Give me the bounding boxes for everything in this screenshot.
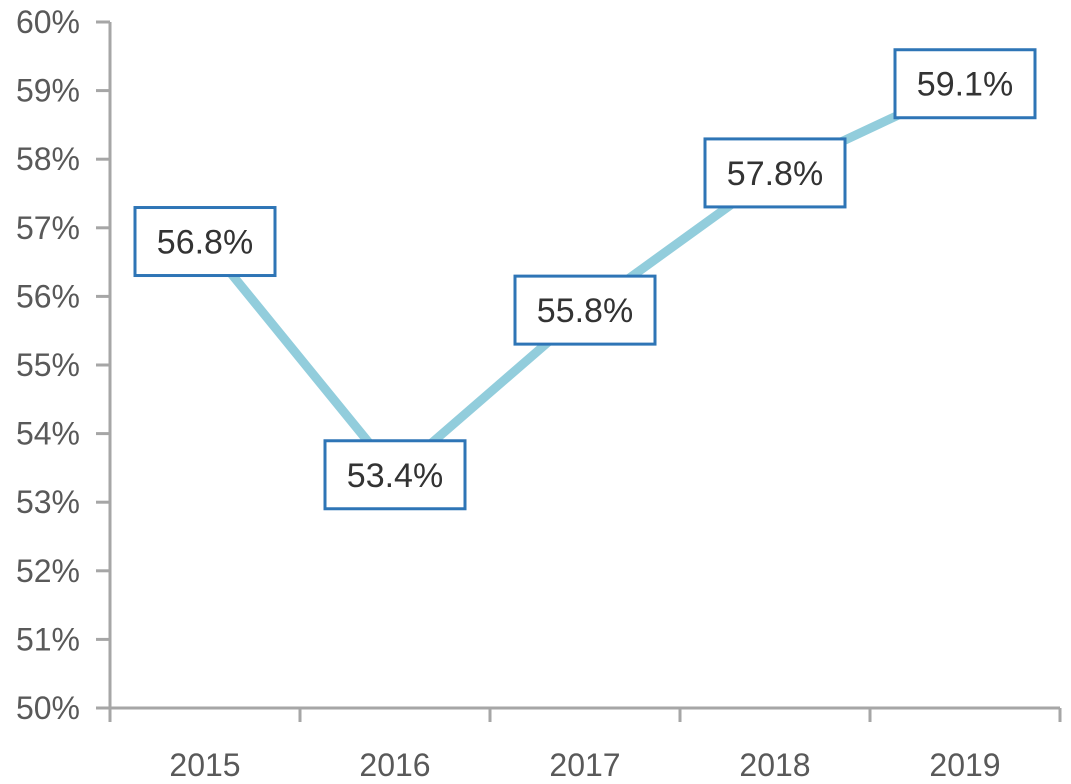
x-tick-label: 2016 (359, 747, 430, 783)
data-label-box (323, 439, 467, 511)
data-label-text: 53.4% (347, 457, 443, 495)
y-tick-label: 59% (16, 73, 80, 109)
data-label-text: 55.8% (537, 292, 633, 330)
y-tick-label: 58% (16, 141, 80, 177)
x-tick-label: 2017 (549, 747, 620, 783)
y-tick-label: 55% (16, 347, 80, 383)
x-tick-label: 2018 (739, 747, 810, 783)
data-label-box (893, 48, 1037, 120)
data-label-box (133, 206, 277, 278)
data-label: 53.4% (323, 439, 467, 511)
y-tick-label: 56% (16, 278, 80, 314)
data-label: 59.1% (893, 48, 1037, 120)
y-axis: 50% 51% 52% 53% 54% 55% 56% 57% 58% 59% 60% (16, 4, 112, 726)
y-tick-label: 51% (16, 621, 80, 657)
data-label-text: 57.8% (727, 155, 823, 193)
data-label-box (513, 274, 657, 346)
y-tick-label: 54% (16, 416, 80, 452)
y-tick-label: 52% (16, 553, 80, 589)
data-label: 57.8% (703, 137, 847, 209)
y-tick-label: 57% (16, 210, 80, 246)
data-label: 56.8% (133, 206, 277, 278)
data-labels: 56.8% 53.4% 55.8% 57.8% 59.1% (133, 48, 1037, 511)
x-axis: 2015 2016 2017 2018 2019 (108, 706, 1062, 783)
data-label-text: 56.8% (157, 224, 253, 262)
x-tick-label: 2015 (169, 747, 240, 783)
x-tick-label: 2019 (929, 747, 1000, 783)
y-tick-label: 53% (16, 484, 80, 520)
y-tick-label: 60% (16, 4, 80, 40)
data-label-text: 59.1% (917, 66, 1013, 104)
data-label-box (703, 137, 847, 209)
data-label: 55.8% (513, 274, 657, 346)
y-tick-label: 50% (16, 690, 80, 726)
